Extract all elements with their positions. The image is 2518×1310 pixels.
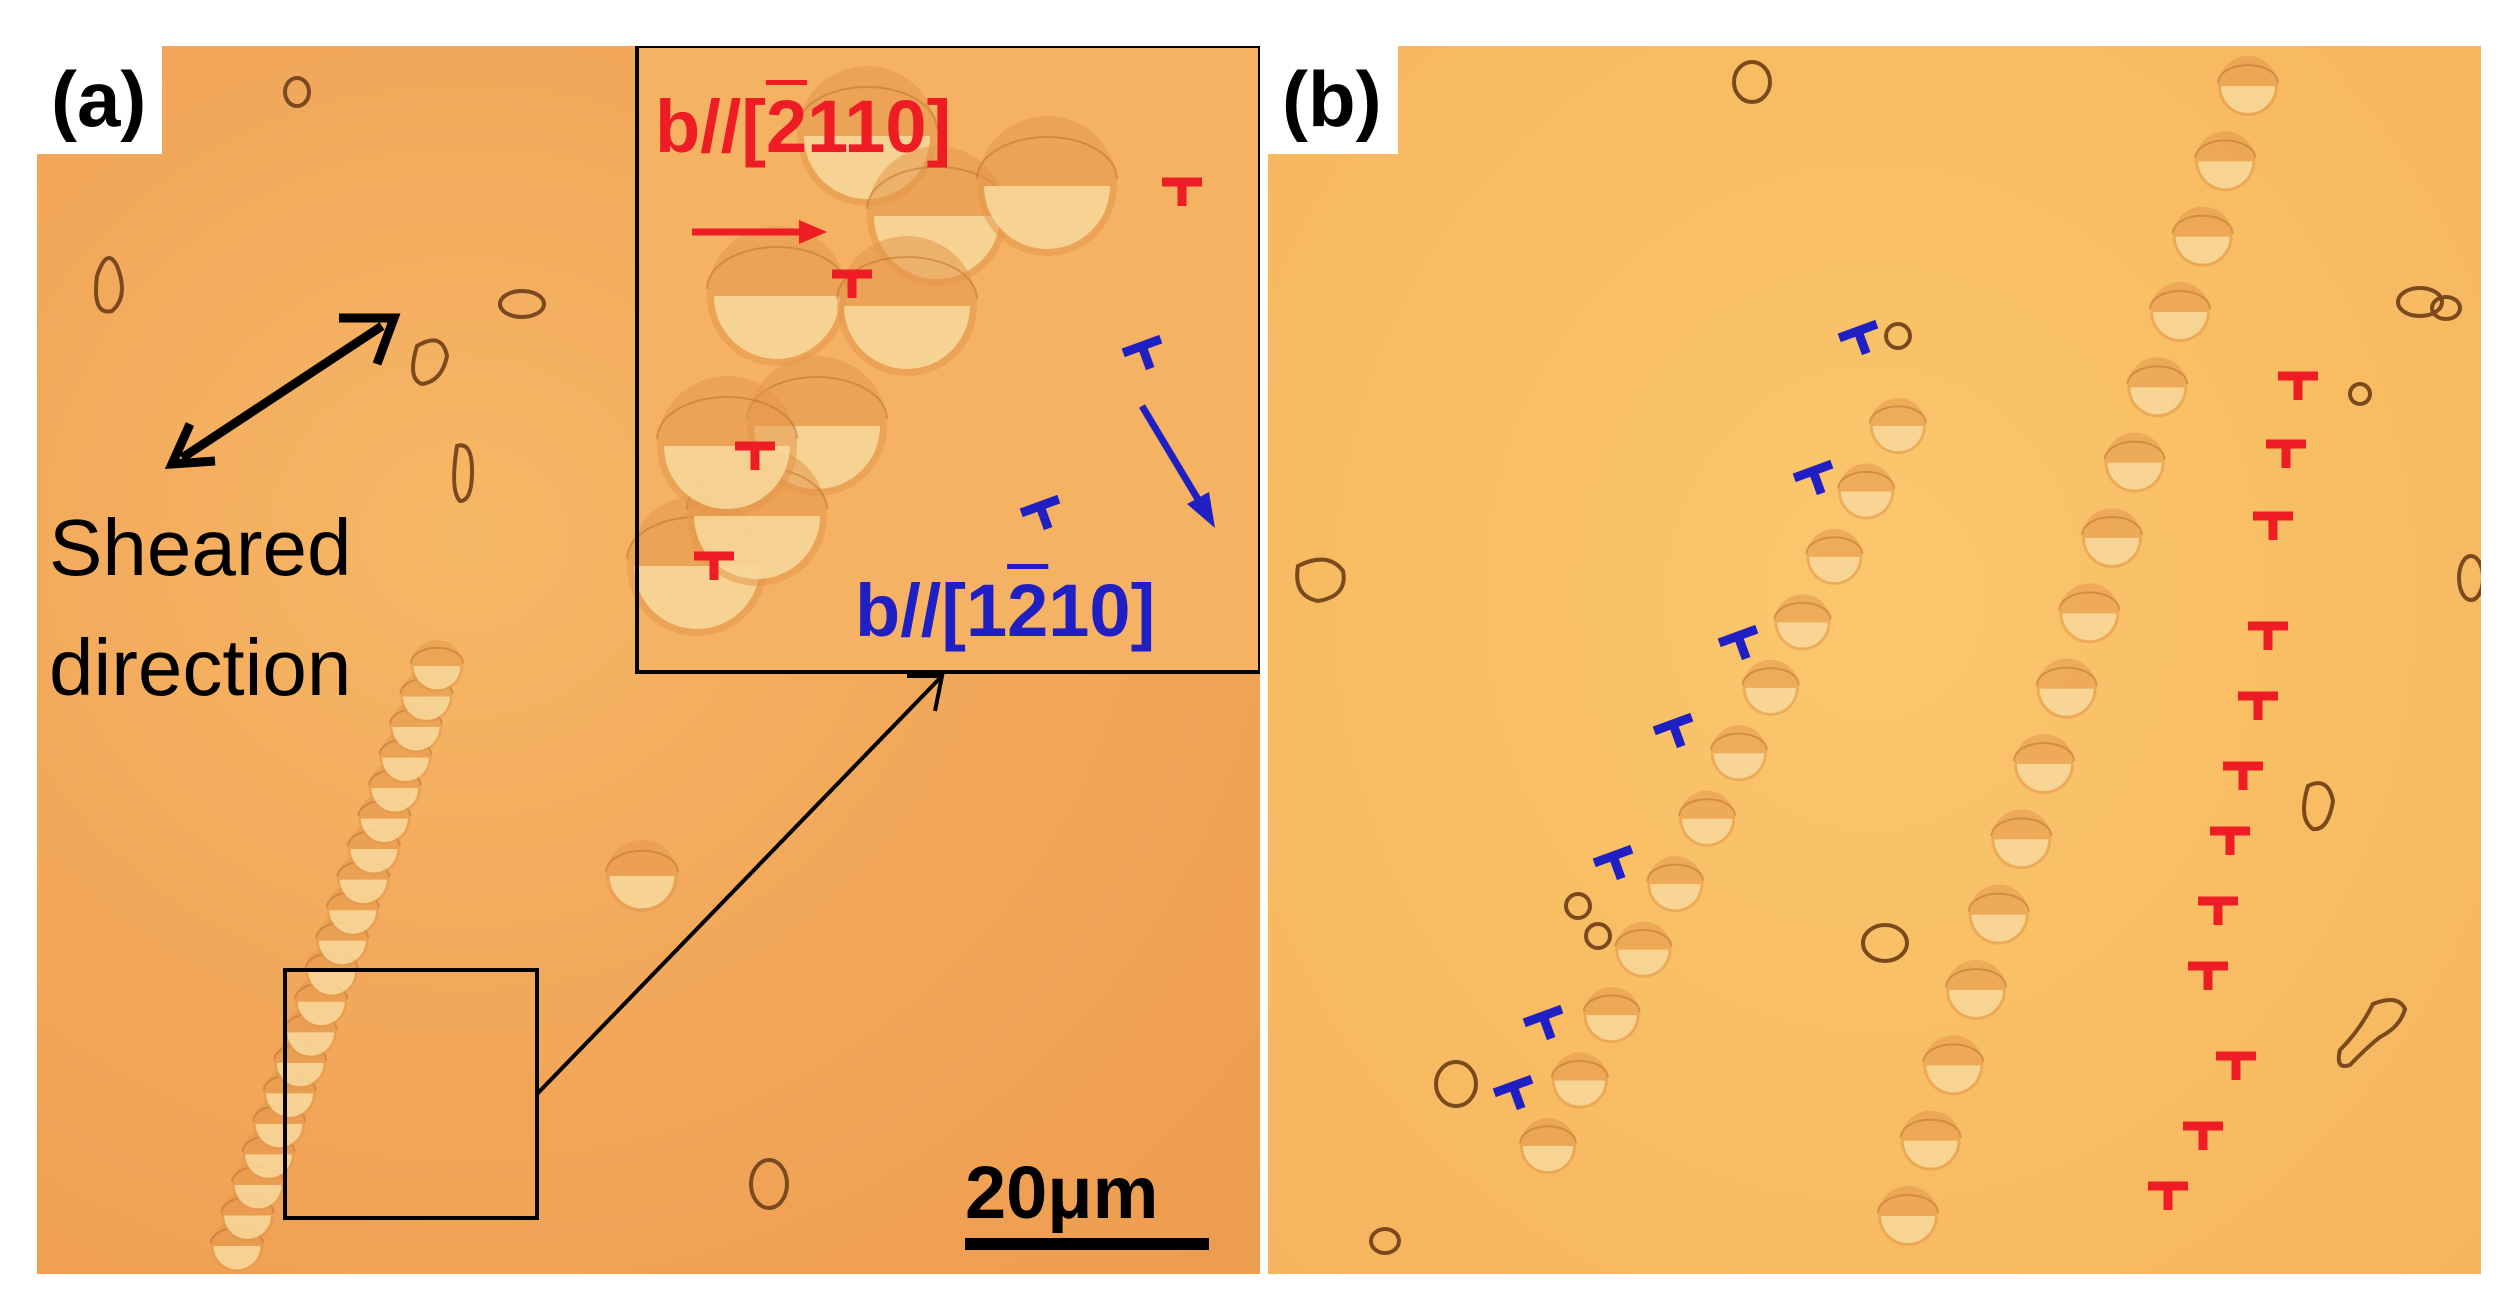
red-burgers-arrow	[692, 220, 827, 244]
inset-zoom	[626, 46, 1260, 674]
zoom-connector-arrow	[535, 674, 945, 1096]
etch-pit	[315, 914, 370, 967]
burgers-vector-blue-label: b//[1210]	[855, 574, 1155, 648]
etch-pit	[2217, 56, 2279, 116]
inset-etch-pit	[656, 376, 798, 516]
etch-pit	[1614, 921, 1673, 978]
etch-pit	[1678, 790, 1737, 847]
etch-pit	[2171, 206, 2234, 267]
etch-pit	[1519, 1118, 1577, 1174]
burgers-blue-rest: 10]	[1048, 569, 1156, 652]
sheared-label-line2: direction	[49, 623, 352, 712]
burgers-blue-bar-digit: 2	[1007, 569, 1049, 652]
panel-a-micrograph	[94, 46, 1260, 1272]
panel-a: (a) Sheared direction b//[2110] b//[1210…	[37, 46, 1260, 1274]
edge-dislocation-symbol-red	[735, 441, 775, 470]
edge-dislocation-symbol-red	[2148, 1181, 2188, 1210]
etch-pit	[1945, 960, 2007, 1020]
edge-dislocation-symbol-red	[2198, 896, 2238, 925]
burgers-red-prefix: b//[	[655, 85, 766, 168]
edge-dislocation-symbol-blue	[1019, 494, 1061, 531]
edge-dislocation-symbol-red	[2266, 439, 2306, 468]
etch-pit	[1805, 528, 1864, 585]
scale-bar-label: 20μm	[965, 1151, 1159, 1234]
etch-pit	[1709, 725, 1768, 782]
etch-pit	[1773, 594, 1832, 651]
etch-pit	[1922, 1035, 1985, 1096]
panel-b-micrograph	[1295, 56, 2481, 1255]
etch-pit	[2081, 508, 2143, 568]
etch-pit	[1582, 987, 1641, 1044]
etch-pit	[1869, 398, 1927, 454]
etch-pit	[1837, 463, 1896, 520]
etch-pit	[2058, 583, 2121, 644]
etch-pit	[410, 640, 464, 692]
inset-etch-pit	[706, 226, 848, 366]
etch-pit	[1741, 659, 1800, 716]
burgers-red-bar-digit: 2	[765, 85, 808, 168]
etch-pit	[2194, 131, 2257, 192]
edge-dislocation-symbol-red	[1162, 177, 1202, 206]
etch-pit	[1646, 856, 1705, 913]
burgers-red-rest: 110]	[807, 85, 952, 168]
etch-pit	[1550, 1052, 1609, 1109]
etch-pit	[1967, 884, 2030, 945]
etch-pit	[2013, 734, 2075, 794]
edge-dislocation-symbol-red	[832, 269, 872, 298]
edge-dislocation-symbol-blue	[1792, 459, 1834, 496]
etch-pit	[2035, 658, 2098, 719]
panel-b-label: (b)	[1268, 46, 1398, 154]
edge-dislocation-symbol-red	[2253, 511, 2293, 540]
etch-pit	[1899, 1110, 1962, 1171]
edge-dislocation-symbol-red	[2188, 961, 2228, 990]
inset-etch-pit	[976, 116, 1118, 256]
edge-dislocation-symbol-blue	[1592, 844, 1634, 881]
etch-pit-chain	[210, 640, 679, 1272]
edge-dislocation-symbol-blue	[1492, 1074, 1534, 1111]
edge-dislocation-symbol-red	[2278, 371, 2318, 400]
panel-b: (b)	[1268, 46, 2481, 1274]
edge-dislocation-symbol-red	[2216, 1051, 2256, 1080]
burgers-vector-red-label: b//[2110]	[655, 90, 951, 164]
edge-dislocation-symbol-blue	[1652, 712, 1694, 749]
edge-dislocation-symbol-red	[2248, 621, 2288, 650]
edge-dislocation-symbol-red	[694, 551, 734, 580]
edge-dislocation-symbol-blue	[1837, 319, 1879, 356]
etch-pit	[2103, 432, 2166, 493]
sheared-label-line1: Sheared	[49, 503, 352, 592]
edge-dislocation-symbol-blue	[1121, 334, 1163, 371]
edge-dislocation-symbol-blue	[1522, 1004, 1564, 1041]
edge-dislocation-symbol-blue	[1717, 624, 1759, 661]
sheared-direction-arrow	[164, 313, 401, 470]
inset-etch-pit	[836, 236, 978, 376]
etch-pit-chains	[1519, 56, 2279, 1246]
edge-dislocation-symbol-red	[2210, 826, 2250, 855]
blue-burgers-arrow	[1138, 404, 1215, 528]
edge-dislocation-symbol-red	[2183, 1121, 2223, 1150]
etch-pit	[1990, 809, 2053, 870]
etch-pit	[2149, 282, 2211, 342]
etch-pit	[2126, 357, 2189, 418]
particles-b	[1295, 60, 2481, 1255]
edge-dislocation-symbol-red	[2223, 761, 2263, 790]
edge-dislocation-symbol-red	[2238, 691, 2278, 720]
particles	[94, 76, 789, 1210]
etch-pit	[605, 840, 679, 912]
burgers-blue-prefix: b//[1	[855, 569, 1008, 652]
etch-pit	[1877, 1186, 1939, 1246]
panel-a-label: (a)	[37, 46, 163, 154]
